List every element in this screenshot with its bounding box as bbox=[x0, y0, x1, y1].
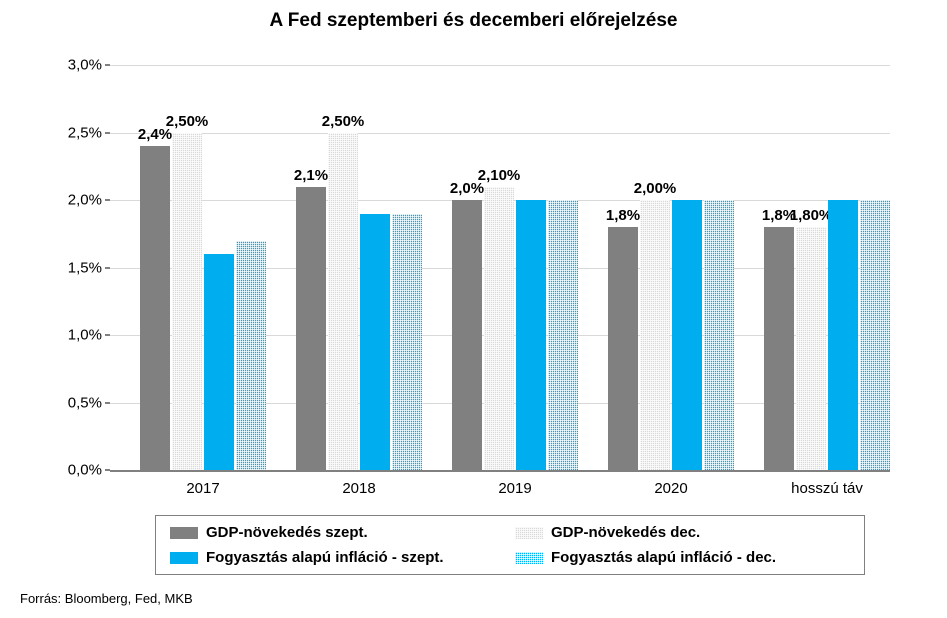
legend-item-gdp_dec: GDP-növekedés dec. bbox=[515, 524, 850, 541]
bar-pce_dec bbox=[236, 241, 266, 471]
bar-pce_dec bbox=[704, 200, 734, 470]
y-tick-label: 2,0% bbox=[68, 192, 110, 209]
y-tick-label: 2,5% bbox=[68, 124, 110, 141]
legend-label: GDP-növekedés dec. bbox=[551, 524, 700, 541]
y-tick-label: 1,0% bbox=[68, 327, 110, 344]
bar-value-label: 2,00% bbox=[634, 180, 677, 200]
bar-value-label: 2,10% bbox=[478, 167, 521, 187]
plot-inner: 0,0%0,5%1,0%1,5%2,0%2,5%3,0%20172,4%2,50… bbox=[110, 65, 890, 470]
legend-label: Fogyasztás alapú infláció - dec. bbox=[551, 549, 776, 566]
bar-gdp_dec: 1,80% bbox=[796, 227, 826, 470]
bar-pce_dec bbox=[860, 200, 890, 470]
source-text: Forrás: Bloomberg, Fed, MKB bbox=[20, 591, 193, 606]
bar-gdp_dec: 2,00% bbox=[640, 200, 670, 470]
legend: GDP-növekedés szept. GDP-növekedés dec. Fo… bbox=[155, 515, 865, 575]
bar-gdp_sep: 2,0% bbox=[452, 200, 482, 470]
bar-gdp_sep: 1,8% bbox=[608, 227, 638, 470]
y-tick-label: 0,0% bbox=[68, 462, 110, 479]
plot-area: 0,0%0,5%1,0%1,5%2,0%2,5%3,0%20172,4%2,50… bbox=[110, 65, 890, 472]
bar-value-label: 2,50% bbox=[166, 113, 209, 133]
legend-swatch bbox=[515, 552, 543, 564]
chart-title: A Fed szeptemberi és decemberi előrejelz… bbox=[0, 10, 947, 32]
y-tick-label: 0,5% bbox=[68, 394, 110, 411]
gridline bbox=[110, 133, 890, 134]
bar-gdp_sep: 2,1% bbox=[296, 187, 326, 471]
legend-swatch bbox=[170, 552, 198, 564]
bar-gdp_dec: 2,10% bbox=[484, 187, 514, 471]
gridline bbox=[110, 65, 890, 66]
legend-item-pce_dec: Fogyasztás alapú infláció - dec. bbox=[515, 549, 850, 566]
bar-gdp_sep: 1,8% bbox=[764, 227, 794, 470]
bar-value-label: 1,8% bbox=[606, 207, 640, 227]
bar-pce_dec bbox=[392, 214, 422, 471]
x-tick-label: 2018 bbox=[342, 470, 375, 497]
x-tick-label: 2019 bbox=[498, 470, 531, 497]
y-tick-label: 3,0% bbox=[68, 57, 110, 74]
bar-gdp_sep: 2,4% bbox=[140, 146, 170, 470]
bar-pce_dec bbox=[548, 200, 578, 470]
legend-item-gdp_sep: GDP-növekedés szept. bbox=[170, 524, 505, 541]
bar-pce_sep bbox=[204, 254, 234, 470]
bar-value-label: 2,50% bbox=[322, 113, 365, 133]
x-tick-label: 2020 bbox=[654, 470, 687, 497]
legend-label: GDP-növekedés szept. bbox=[206, 524, 368, 541]
legend-swatch bbox=[515, 527, 543, 539]
bar-value-label: 2,1% bbox=[294, 167, 328, 187]
bar-gdp_dec: 2,50% bbox=[328, 133, 358, 471]
bar-gdp_dec: 2,50% bbox=[172, 133, 202, 471]
bar-value-label: 1,80% bbox=[790, 207, 833, 227]
x-tick-label: hosszú táv bbox=[791, 470, 863, 497]
bar-pce_sep bbox=[516, 200, 546, 470]
bar-pce_sep bbox=[828, 200, 858, 470]
y-tick-label: 1,5% bbox=[68, 259, 110, 276]
bar-pce_sep bbox=[672, 200, 702, 470]
legend-label: Fogyasztás alapú infláció - szept. bbox=[206, 549, 444, 566]
chart-container: A Fed szeptemberi és decemberi előrejelz… bbox=[0, 0, 947, 618]
legend-swatch bbox=[170, 527, 198, 539]
bar-pce_sep bbox=[360, 214, 390, 471]
legend-item-pce_sep: Fogyasztás alapú infláció - szept. bbox=[170, 549, 505, 566]
x-tick-label: 2017 bbox=[186, 470, 219, 497]
